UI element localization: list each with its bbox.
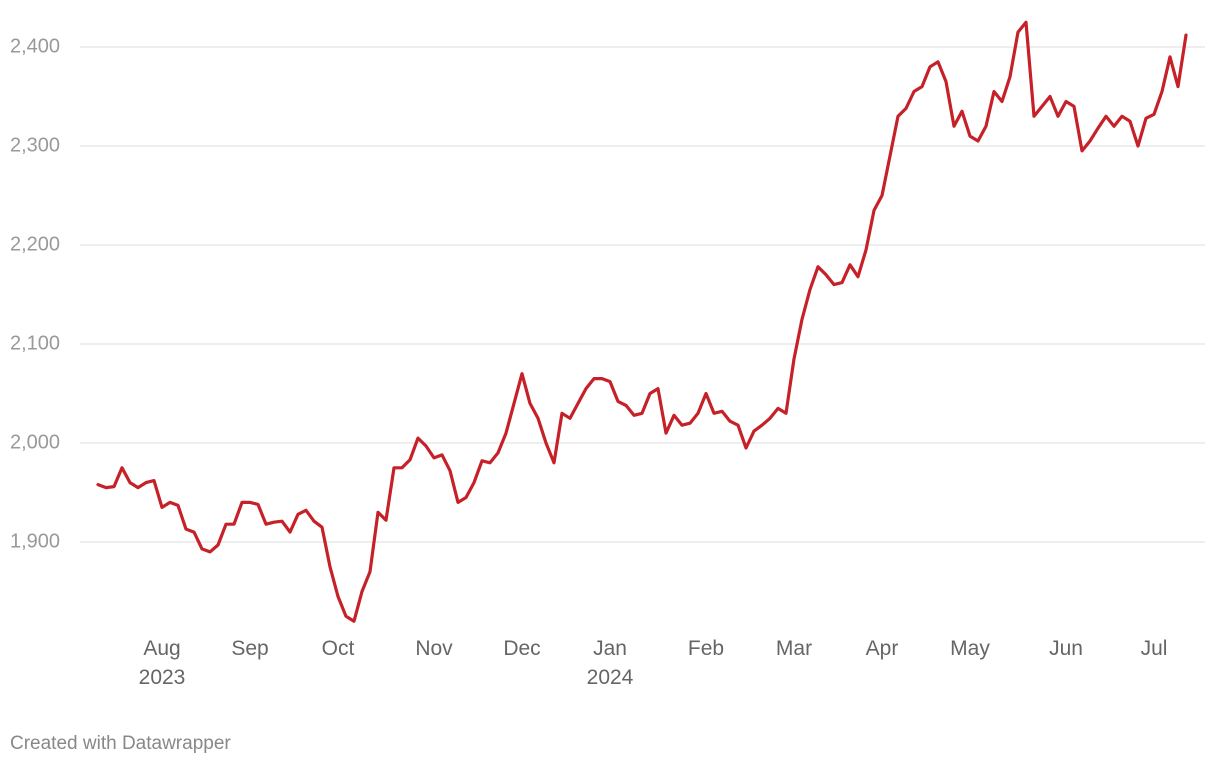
x-tick-label: Jul xyxy=(1140,637,1168,660)
x-tick-label: Nov xyxy=(415,637,453,660)
y-tick-label: 2,200 xyxy=(10,233,60,255)
y-tick-label: 1,900 xyxy=(10,530,60,552)
x-tick-label: Feb xyxy=(687,637,725,660)
y-tick-label: 2,300 xyxy=(10,134,60,156)
credit: Created with Datawrapper xyxy=(10,733,231,754)
x-tick-label: Dec xyxy=(503,637,541,660)
x-tick-label: May xyxy=(950,637,990,660)
x-tick-label: Jun xyxy=(1049,637,1083,660)
x-tick-label: Aug 2023 xyxy=(138,637,186,689)
y-tick-label: 2,400 xyxy=(10,35,60,57)
y-tick-label: 2,000 xyxy=(10,431,60,453)
price-line xyxy=(96,20,1188,623)
y-tick-label: 2,100 xyxy=(10,332,60,354)
x-tick-label: Jan 2024 xyxy=(586,637,634,689)
x-tick-label: Sep xyxy=(231,637,269,660)
x-tick-label: Apr xyxy=(865,637,899,660)
x-tick-label: Mar xyxy=(775,637,813,660)
x-tick-label: Oct xyxy=(321,637,355,660)
